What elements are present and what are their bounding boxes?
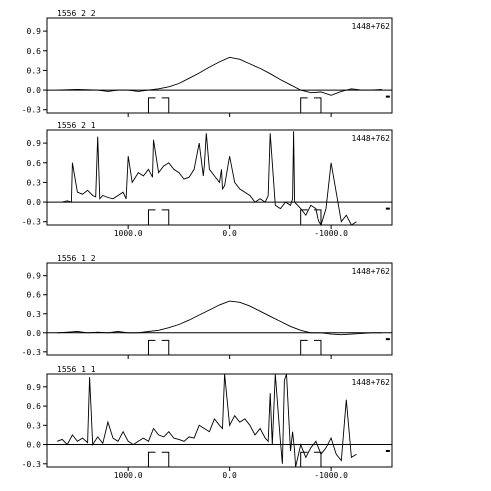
panel-2-x-tick-label: 1000.0 [114, 229, 143, 238]
panel-1-marker [385, 95, 390, 98]
panel-1-y-tick-label: 0.9 [27, 27, 42, 36]
panel-4-y-tick-label: 0.6 [27, 402, 42, 411]
panel-3-header-left: 1556 1 2 [57, 254, 96, 263]
panel-4-x-tick-label: -1000.0 [314, 471, 348, 480]
panel-2-y-tick-label: 0.6 [27, 159, 42, 168]
panel-4-range-bracket [147, 451, 170, 467]
panel-2-y-tick-label: 0.9 [27, 139, 42, 148]
panel-4-frame [46, 373, 393, 468]
panel-3-marker [385, 338, 390, 341]
panel-1-range-bracket [300, 97, 322, 113]
panel-1-y-tick-label: 0.0 [27, 86, 42, 95]
panel-1-header-right: 1448+762 [351, 22, 390, 31]
panel-1-header-left: 1556 2 2 [57, 9, 96, 18]
panel-2-range-bracket [147, 209, 170, 225]
panel-3-y-tick-label: 0.0 [27, 329, 42, 338]
panel-4-x-tick-label: 1000.0 [114, 471, 143, 480]
panel-3-range-bracket [147, 339, 170, 355]
panel-4-marker [385, 449, 390, 452]
panel-4-range-bracket [300, 451, 322, 467]
panel-4-x-tick-label: 0.0 [222, 471, 237, 480]
panel-1-series-line [57, 56, 382, 96]
panel-4: 1556 1 1 1448+762 -0.3 0.0 0.3 0.6 0.9 1000.0… [22, 365, 393, 480]
panel-2-y-tick-label: 0.0 [27, 198, 42, 207]
panel-2-marker [385, 207, 390, 210]
panel-1-y-tick-label: -0.3 [22, 106, 41, 115]
panel-2-y-tick-label: -0.3 [22, 218, 41, 227]
panel-3-y-tick-label: 0.3 [27, 310, 42, 319]
panel-1-frame [46, 17, 393, 114]
panel-4-y-tick-label: 0.9 [27, 383, 42, 392]
panel-2-header-right: 1448+762 [351, 134, 390, 143]
panel-2-frame [46, 129, 393, 226]
panel-2-y-tick-label: 0.3 [27, 178, 42, 187]
panel-1-y-tick-label: 0.6 [27, 47, 42, 56]
panel-2: 1556 2 1 1448+762 -0.3 0.0 0.3 0.6 0.9 1000.0… [22, 121, 393, 238]
panel-3-y-tick-label: 0.9 [27, 272, 42, 281]
panel-4-y-tick-label: -0.3 [22, 460, 41, 469]
panel-2-x-tick-label: 0.0 [222, 229, 237, 238]
panel-3-range-bracket [300, 339, 322, 355]
panel-4-series-line [56, 373, 357, 468]
panel-3-y-tick-label: -0.3 [22, 348, 41, 357]
panel-3: 1556 1 2 1448+762 -0.3 0.0 0.3 0.6 0.9 [22, 254, 393, 359]
panel-3-frame [46, 262, 393, 356]
panel-1-range-bracket [147, 97, 170, 113]
panel-2-series-line [62, 131, 357, 227]
panel-4-y-tick-label: 0.3 [27, 421, 42, 430]
panel-4-header-left: 1556 1 1 [57, 365, 96, 374]
panel-1-y-tick-label: 0.3 [27, 66, 42, 75]
panel-2-header-left: 1556 2 1 [57, 121, 96, 130]
panel-2-x-tick-label: -1000.0 [314, 229, 348, 238]
panel-4-y-tick-label: 0.0 [27, 441, 42, 450]
panel-3-header-right: 1448+762 [351, 267, 390, 276]
panel-1: 1556 2 2 1448+762 -0.3 0.0 0.3 0.6 0.9 [22, 9, 393, 117]
panel-3-series-line [57, 300, 382, 336]
panel-3-y-tick-label: 0.6 [27, 291, 42, 300]
panel-4-header-right: 1448+762 [351, 378, 390, 387]
